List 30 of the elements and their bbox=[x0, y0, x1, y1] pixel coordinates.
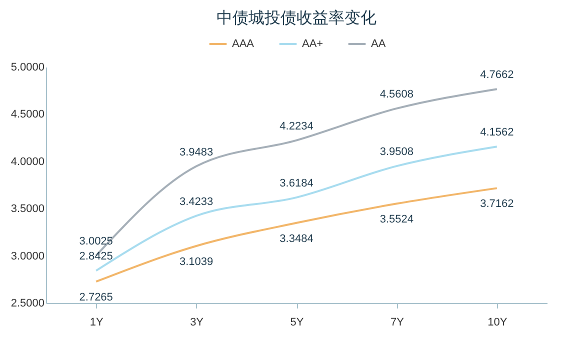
x-tick-label: 7Y bbox=[390, 316, 405, 328]
legend-label: AA+ bbox=[302, 38, 324, 50]
data-label: 4.5608 bbox=[380, 88, 414, 100]
x-tick-label: 10Y bbox=[488, 316, 508, 328]
legend-label: AAA bbox=[232, 38, 255, 50]
y-tick-label: 4.0000 bbox=[10, 156, 44, 168]
data-label: 3.9483 bbox=[179, 146, 214, 158]
data-label: 3.3484 bbox=[280, 232, 314, 245]
x-tick-label: 1Y bbox=[90, 316, 104, 328]
data-label: 2.7265 bbox=[79, 292, 113, 304]
data-label: 4.2234 bbox=[280, 120, 314, 132]
chart-title: 中债城投债收益率变化 bbox=[216, 9, 376, 27]
y-tick-label: 3.0000 bbox=[10, 250, 44, 262]
y-tick-label: 5.0000 bbox=[10, 62, 44, 74]
data-label: 4.7662 bbox=[480, 69, 514, 82]
data-label: 2.8425 bbox=[79, 250, 113, 263]
data-label: 4.1562 bbox=[480, 126, 514, 139]
legend-label: AA bbox=[371, 38, 386, 50]
data-label: 3.1039 bbox=[179, 256, 214, 268]
y-tick-label: 4.5000 bbox=[10, 108, 44, 121]
data-label: 3.9508 bbox=[380, 146, 414, 158]
data-label: 3.7162 bbox=[480, 198, 514, 210]
x-tick-label: 5Y bbox=[290, 316, 304, 328]
y-tick-label: 2.5000 bbox=[10, 298, 44, 310]
data-label: 3.6184 bbox=[280, 177, 314, 190]
data-label: 3.4233 bbox=[179, 196, 214, 208]
data-label: 3.0025 bbox=[79, 236, 113, 248]
y-tick-label: 3.5000 bbox=[10, 203, 44, 216]
data-label: 3.5524 bbox=[380, 214, 414, 226]
x-tick-label: 3Y bbox=[190, 316, 204, 328]
